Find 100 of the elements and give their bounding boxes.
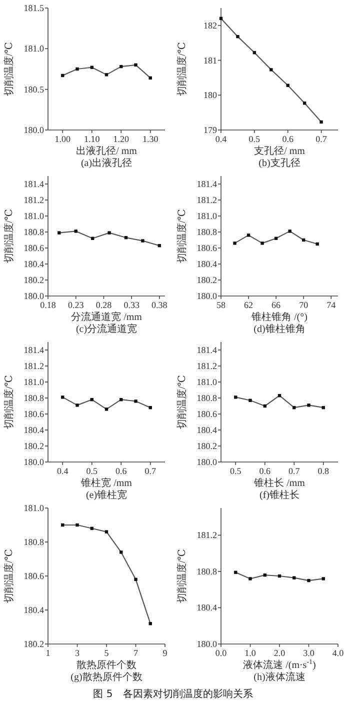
y-axis-title: 切削温度/℃ (3, 375, 15, 429)
y-tick-label: 180.4 (196, 425, 218, 435)
x-axis-title: 支孔径/ mm (254, 145, 306, 157)
y-tick-label: 180.8 (196, 227, 218, 237)
x-axis-title: 锥柱宽 /mm (80, 477, 132, 489)
y-tick-label: 180 (204, 90, 218, 100)
x-tick-label: 0.6 (116, 466, 128, 476)
x-axis-title: 出液孔径/ mm (76, 145, 138, 157)
y-axis-title: 切削温度/℃ (3, 209, 15, 263)
y-tick-label: 181.2 (196, 530, 217, 540)
y-tick-label: 181.4 (24, 345, 44, 355)
y-tick-label: 180.2 (24, 441, 44, 451)
x-tick-label: 0.4 (57, 466, 69, 476)
y-tick-label: 180.2 (24, 275, 44, 285)
x-tick-label: 0.33 (124, 300, 140, 310)
y-axis-title: 切削温度/℃ (3, 42, 15, 96)
x-tick-label: 74 (326, 300, 336, 310)
text: (f)锥柱长 (260, 489, 300, 501)
x-tick-label: 62 (244, 300, 254, 310)
x-tick-label: 0.38 (152, 300, 168, 310)
x-tick-label: 58 (216, 300, 226, 310)
x-tick-label: 0.23 (68, 300, 84, 310)
y-tick-label: 180.0 (24, 291, 44, 301)
x-tick-label: 0.7 (288, 466, 300, 476)
text: (e)锥柱宽 (86, 489, 128, 501)
y-tick-label: 181.0 (24, 44, 44, 54)
y-tick-label: 181.0 (24, 503, 44, 513)
y-tick-label: 181.2 (24, 195, 44, 205)
x-tick-label: 5 (104, 648, 110, 658)
x-tick-label: 0.7 (144, 466, 156, 476)
x-axis-title: 液体流速 /(m·s$^{-1}$) (243, 658, 316, 671)
x-tick-label: 66 (272, 300, 282, 310)
y-tick-label: 180.0 (196, 639, 218, 649)
y-tick-label: 180.4 (196, 259, 218, 269)
x-axis-title: 散热原件个数 (76, 659, 136, 671)
y-tick-label: 179 (204, 125, 218, 135)
y-axis-title: 切削温度/℃ (176, 375, 188, 429)
x-tick-label: 0.4 (215, 134, 228, 144)
y-tick-label: 180.8 (24, 537, 44, 547)
x-tick-label: 1.30 (142, 134, 159, 144)
y-tick-label: 180.4 (24, 425, 44, 435)
y-tick-label: 180.2 (196, 441, 217, 451)
y-tick-label: 181.5 (24, 3, 44, 13)
x-axis-title: 分流通道宽 /mm (71, 311, 142, 323)
y-tick-label: 180.8 (24, 393, 44, 403)
y-tick-label: 180.4 (24, 259, 44, 269)
y-tick-label: 180.6 (196, 243, 218, 253)
text: (b)支孔径 (258, 157, 300, 169)
x-tick-label: 3.0 (303, 648, 315, 658)
x-tick-label: 0.28 (96, 300, 112, 310)
x-tick-label: 1 (46, 648, 50, 658)
y-tick-label: 181.4 (196, 179, 218, 189)
y-axis-title: 切削温度/℃ (176, 209, 188, 263)
x-tick-label: 0.5 (230, 466, 242, 476)
y-tick-label: 181.2 (24, 361, 44, 371)
x-tick-label: 0.6 (259, 466, 271, 476)
x-axis-title: 锥柱锥角 /(°) (250, 311, 308, 323)
y-tick-label: 181.2 (196, 195, 217, 205)
line-series (61, 396, 152, 411)
x-tick-label: 1.00 (54, 134, 71, 144)
x-tick-label: 3 (75, 648, 80, 658)
y-tick-label: 180.6 (24, 409, 44, 419)
y-axis-title: 切削温度/℃ (3, 549, 15, 603)
y-tick-label: 180.6 (24, 243, 44, 253)
y-tick-label: 180.8 (24, 227, 44, 237)
x-tick-label: 0.18 (40, 300, 56, 310)
y-tick-label: 181.4 (24, 179, 44, 189)
y-tick-label: 180.2 (24, 639, 44, 649)
x-tick-label: 4.0 (332, 648, 344, 658)
x-tick-label: 2.0 (274, 648, 286, 658)
y-tick-label: 181.4 (196, 345, 218, 355)
y-tick-label: 180.8 (196, 393, 218, 403)
x-tick-label: 0.0 (215, 648, 228, 658)
x-tick-label: 1.20 (113, 134, 130, 144)
x-tick-label: 0.7 (316, 134, 328, 144)
y-tick-label: 180.4 (24, 605, 44, 615)
y-tick-label: 180.6 (196, 409, 218, 419)
y-tick-label: 181.0 (24, 211, 44, 221)
x-tick-label: 9 (162, 648, 168, 658)
text: (h)液体流速 (254, 671, 306, 683)
y-tick-label: 181.2 (196, 361, 217, 371)
x-tick-label: 0.8 (318, 466, 330, 476)
x-tick-label: 1.10 (84, 134, 100, 144)
y-tick-label: 181 (204, 55, 217, 66)
y-axis-title: 切削温度/℃ (176, 42, 188, 96)
y-tick-label: 181.0 (24, 377, 44, 387)
y-tick-label: 180.0 (24, 457, 44, 467)
y-tick-label: 180.8 (196, 566, 218, 576)
y-tick-label: 180.0 (196, 457, 218, 467)
y-axis-title: 切削温度/℃ (176, 549, 188, 603)
y-tick-label: 182 (204, 20, 217, 30)
y-tick-label: 180.6 (24, 571, 44, 581)
text: (a)出液孔径 (80, 157, 132, 169)
y-tick-label: 180.0 (24, 125, 44, 135)
x-axis-title: 锥柱长 /mm (253, 477, 306, 489)
y-tick-label: 181.0 (196, 211, 218, 221)
line-series (234, 394, 325, 410)
x-tick-label: 7 (134, 648, 138, 658)
x-tick-label: 70 (299, 300, 309, 310)
line-series (234, 570, 325, 582)
